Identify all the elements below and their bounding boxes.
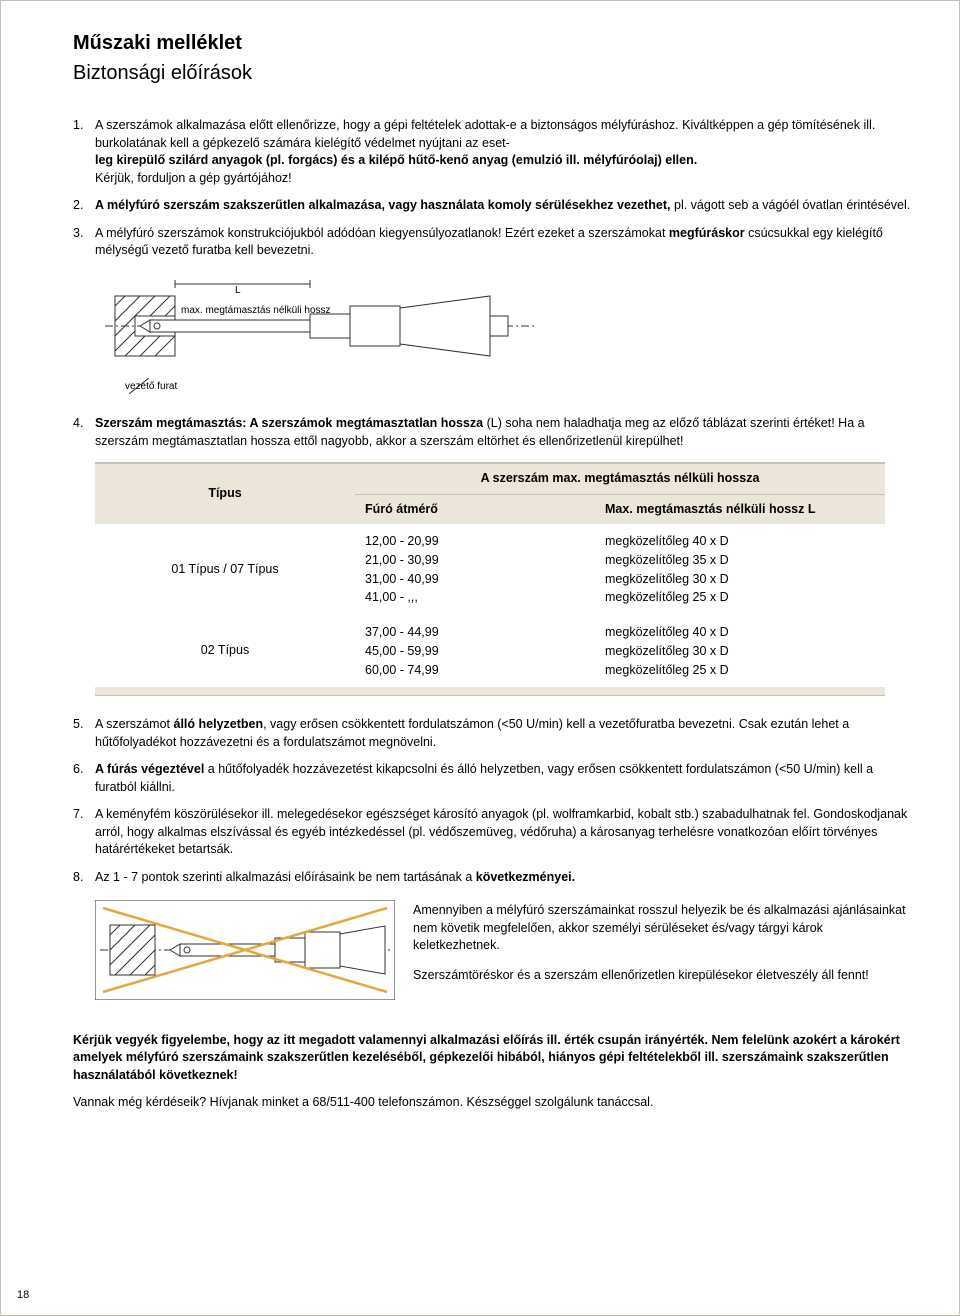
cell-type-2: 02 Típus <box>95 623 355 679</box>
l-1-0: megközelítőleg 40 x D <box>605 532 885 551</box>
item-1: 1. A szerszámok alkalmazása előtt ellenő… <box>73 117 911 187</box>
d-2-1: 45,00 - 59,99 <box>365 642 595 661</box>
l-2-1: megközelítőleg 30 x D <box>605 642 885 661</box>
instructions-list-5-8: 5. A szerszámot álló helyzetben, vagy er… <box>73 716 911 886</box>
d-2-2: 60,00 - 74,99 <box>365 661 595 680</box>
d-1-0: 12,00 - 20,99 <box>365 532 595 551</box>
item-7: 7. A keményfém köszörülésekor ill. meleg… <box>73 806 911 859</box>
instructions-list-cont: 4. Szerszám megtámasztás: A szerszámok m… <box>73 415 911 450</box>
table-row: 01 Típus / 07 Típus 12,00 - 20,99 21,00 … <box>95 524 885 615</box>
l-2-0: megközelítőleg 40 x D <box>605 623 885 642</box>
item-6: 6. A fúrás végeztével a hűtőfolyadék hoz… <box>73 761 911 796</box>
item-1-text-a: A szerszámok alkalmazása előtt ellenőriz… <box>95 118 875 150</box>
cell-d-1: 12,00 - 20,99 21,00 - 30,99 31,00 - 40,9… <box>355 532 595 607</box>
item-1-body: A szerszámok alkalmazása előtt ellenőriz… <box>95 117 911 187</box>
item-5-number: 5. <box>73 716 95 751</box>
item-7-number: 7. <box>73 806 95 859</box>
item-8-bold: következményei. <box>476 870 575 884</box>
cell-right-1: 12,00 - 20,99 21,00 - 30,99 31,00 - 40,9… <box>355 532 885 607</box>
th-col-maxlength: Max. megtámasztás nélküli hossz L <box>595 495 885 525</box>
d-1-1: 21,00 - 30,99 <box>365 551 595 570</box>
figure-l-label: L <box>235 284 245 298</box>
figure-bottom-label: vezető furat <box>125 380 941 394</box>
leader-line-icon <box>129 378 159 394</box>
item-3: 3. A mélyfúró szerszámok konstrukciójukb… <box>73 225 911 260</box>
cell-l-1: megközelítőleg 40 x D megközelítőleg 35 … <box>595 532 885 607</box>
item-2-lead: A mélyfúró szerszám szakszerűtlen alkalm… <box>95 198 671 212</box>
item-5-bold: álló helyzetben <box>174 717 264 731</box>
d-1-2: 31,00 - 40,99 <box>365 570 595 589</box>
cell-right-2: 37,00 - 44,99 45,00 - 59,99 60,00 - 74,9… <box>355 623 885 679</box>
page-number: 18 <box>17 1288 29 1303</box>
cell-type-1: 01 Típus / 07 Típus <box>95 532 355 607</box>
header-subtitle: Biztonsági előírások <box>73 59 911 87</box>
item-6-body: A fúrás végeztével a hűtőfolyadék hozzáv… <box>95 761 911 796</box>
consequences-block: Amennyiben a mélyfúró szerszámainkat ros… <box>73 896 911 1016</box>
instructions-list: 1. A szerszámok alkalmazása előtt ellenő… <box>73 117 911 260</box>
item-4-number: 4. <box>73 415 95 450</box>
table-footer-shade <box>95 687 885 695</box>
item-8-text-a: Az 1 - 7 pontok szerinti alkalmazási elő… <box>95 870 476 884</box>
l-1-1: megközelítőleg 35 x D <box>605 551 885 570</box>
item-6-bold: A fúrás végeztével <box>95 762 204 776</box>
figure-incorrect-setup <box>95 900 395 1006</box>
figure-max-label: max. megtámasztás nélküli hossz <box>181 304 341 318</box>
item-1-number: 1. <box>73 117 95 187</box>
th-full: A szerszám max. megtámasztás nélküli hos… <box>355 463 885 495</box>
item-5: 5. A szerszámot álló helyzetben, vagy er… <box>73 716 911 751</box>
item-7-body: A keményfém köszörülésekor ill. melegedé… <box>95 806 911 859</box>
item-2-body: A mélyfúró szerszám szakszerűtlen alkalm… <box>95 197 911 215</box>
d-2-0: 37,00 - 44,99 <box>365 623 595 642</box>
item-1-text-c: Kérjük, forduljon a gép gyártójához! <box>95 171 292 185</box>
item-8-body: Az 1 - 7 pontok szerinti alkalmazási elő… <box>95 869 911 887</box>
item-4-body: Szerszám megtámasztás: A szerszámok megt… <box>95 415 911 450</box>
cell-d-2: 37,00 - 44,99 45,00 - 59,99 60,00 - 74,9… <box>355 623 595 679</box>
d-1-3: 41,00 - ,,, <box>365 588 595 607</box>
item-6-number: 6. <box>73 761 95 796</box>
item-5-body: A szerszámot álló helyzetben, vagy erőse… <box>95 716 911 751</box>
item-3-text-a: A mélyfúró szerszámok konstrukciójukból … <box>95 226 669 240</box>
l-1-3: megközelítőleg 25 x D <box>605 588 885 607</box>
item-3-body: A mélyfúró szerszámok konstrukciójukból … <box>95 225 911 260</box>
closing-p1: Kérjük vegyék figyelembe, hogy az itt me… <box>73 1032 911 1085</box>
item-2-rest: pl. vágott seb a vágóél óvatlan érintésé… <box>671 198 911 212</box>
item-3-bold: megfúráskor <box>669 226 745 240</box>
page-header: Műszaki melléklet Biztonsági előírások <box>73 29 911 87</box>
item-5-text-a: A szerszámot <box>95 717 174 731</box>
closing-block: Kérjük vegyék figyelembe, hogy az itt me… <box>73 1032 911 1112</box>
item-2-number: 2. <box>73 197 95 215</box>
closing-p2: Vannak még kérdéseik? Hívjanak minket a … <box>73 1094 911 1112</box>
incorrect-drawing-icon <box>95 900 395 1000</box>
l-2-2: megközelítőleg 25 x D <box>605 661 885 680</box>
table-header-row: Típus A szerszám max. megtámasztás nélkü… <box>95 463 885 524</box>
th-type: Típus <box>95 463 355 524</box>
item-6-text: a hűtőfolyadék hozzávezetést kikapcsolni… <box>95 762 873 794</box>
tool-drawing-icon <box>95 276 535 376</box>
th-col-diameter: Fúró átmérő <box>355 495 595 525</box>
item-1-text-b: leg kirepülő szilárd anyagok (pl. forgác… <box>95 153 697 167</box>
page: Műszaki melléklet Biztonsági előírások 1… <box>0 0 960 1316</box>
item-8-number: 8. <box>73 869 95 887</box>
th-right: A szerszám max. megtámasztás nélküli hos… <box>355 463 885 524</box>
l-1-2: megközelítőleg 30 x D <box>605 570 885 589</box>
item-4: 4. Szerszám megtámasztás: A szerszámok m… <box>73 415 911 450</box>
item-8: 8. Az 1 - 7 pontok szerinti alkalmazási … <box>73 869 911 887</box>
cell-l-2: megközelítőleg 40 x D megközelítőleg 30 … <box>595 623 885 679</box>
item-3-number: 3. <box>73 225 95 260</box>
item-2: 2. A mélyfúró szerszám szakszerűtlen alk… <box>73 197 911 215</box>
header-title: Műszaki melléklet <box>73 29 911 57</box>
item-4-lead: Szerszám megtámasztás: A szerszámok megt… <box>95 416 483 430</box>
th-sub-row: Fúró átmérő Max. megtámasztás nélküli ho… <box>355 495 885 525</box>
table-row: 02 Típus 37,00 - 44,99 45,00 - 59,99 60,… <box>95 615 885 687</box>
support-length-table: Típus A szerszám max. megtámasztás nélkü… <box>95 462 885 696</box>
